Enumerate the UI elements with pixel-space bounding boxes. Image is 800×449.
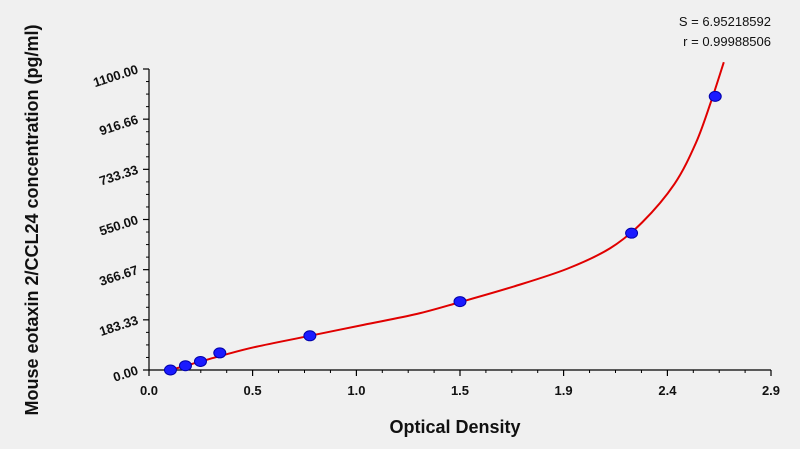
x-tick-label: 1.9 bbox=[555, 383, 573, 398]
data-point bbox=[213, 347, 227, 359]
data-point bbox=[193, 355, 207, 367]
y-tick-label: 1100.00 bbox=[91, 62, 140, 91]
text-layer: 0.00 183.33 366.67 550.00 733.33 916.66 1100.0… bbox=[22, 14, 780, 437]
data-point bbox=[453, 296, 467, 308]
data-point bbox=[708, 90, 722, 102]
y-tick-label: 183.33 bbox=[97, 312, 139, 339]
x-tick-label: 1.0 bbox=[347, 383, 365, 398]
y-axis-title: Mouse eotaxin 2/CCL24 concentration (pg/… bbox=[22, 24, 42, 415]
x-tick-label: 0.0 bbox=[140, 383, 158, 398]
y-tick-label: 733.33 bbox=[97, 162, 139, 189]
x-tick-label: 2.9 bbox=[762, 383, 780, 398]
x-tick-label: 1.5 bbox=[451, 383, 469, 398]
points-layer bbox=[163, 90, 722, 376]
x-axis-title: Optical Density bbox=[389, 417, 520, 437]
data-point bbox=[625, 227, 639, 239]
y-tick-label: 366.67 bbox=[97, 262, 139, 289]
curve-layer bbox=[170, 61, 725, 371]
data-point bbox=[303, 330, 317, 342]
fit-curve bbox=[170, 61, 725, 371]
stat-s-value: S = 6.95218592 bbox=[679, 14, 771, 29]
data-point bbox=[163, 364, 177, 376]
axes-layer bbox=[143, 68, 772, 376]
y-tick-label: 0.00 bbox=[111, 363, 140, 385]
y-tick-label: 916.66 bbox=[97, 112, 139, 139]
data-point bbox=[178, 360, 192, 372]
x-tick-label: 0.5 bbox=[244, 383, 262, 398]
x-tick-label: 2.4 bbox=[658, 383, 677, 398]
stat-r-value: r = 0.99988506 bbox=[683, 34, 771, 49]
y-tick-label: 550.00 bbox=[97, 212, 139, 239]
